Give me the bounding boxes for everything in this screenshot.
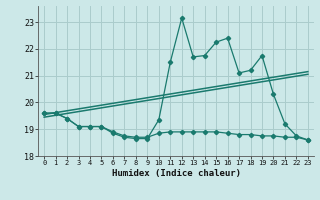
X-axis label: Humidex (Indice chaleur): Humidex (Indice chaleur)	[111, 169, 241, 178]
